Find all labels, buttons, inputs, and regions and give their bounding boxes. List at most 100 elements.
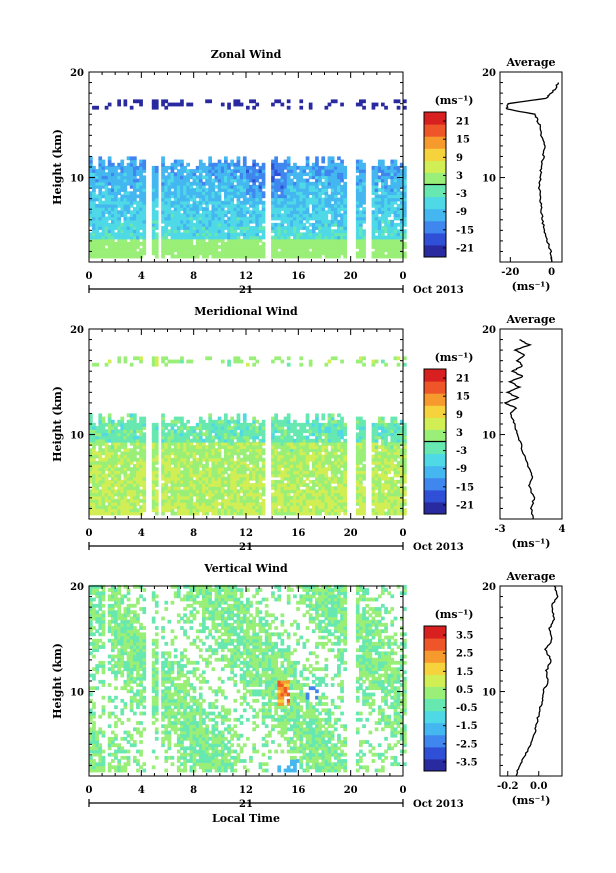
average-profile: Average 10 20 -3 4 (ms⁻¹) xyxy=(482,313,565,550)
x-tick-label: 8 xyxy=(190,528,197,539)
colorbar-segment xyxy=(424,429,446,442)
colorbar-tick-label: -0.5 xyxy=(456,703,478,714)
colorbar-segment xyxy=(424,232,446,246)
average-x-tick-label: 0 xyxy=(548,267,555,278)
colorbar-tick-label: 2.5 xyxy=(456,649,473,660)
average-title: Average xyxy=(505,56,555,69)
colorbar-tick-label: 9 xyxy=(456,410,463,421)
x-tick-label: 12 xyxy=(239,785,253,796)
colorbar-tick-label: 21 xyxy=(456,117,470,128)
heatmap-field xyxy=(89,99,407,259)
average-x-label: (ms⁻¹) xyxy=(512,794,551,807)
colorbar-segment xyxy=(424,501,446,515)
colorbar-segment xyxy=(424,136,446,149)
month-label: Oct 2013 xyxy=(413,285,464,296)
colorbar-segment xyxy=(424,196,446,210)
colorbar-segment xyxy=(424,698,446,712)
panel-vertical: Vertical Wind 0 4 8 12 16 20 0 21 Oct 2013 10 20 Hei… xyxy=(51,562,563,810)
average-y-tick-label: 20 xyxy=(482,325,496,336)
colorbar-tick-label: 3 xyxy=(456,428,463,439)
y-tick-label: 10 xyxy=(70,688,84,699)
colorbar: (ms⁻¹) 21 15 9 3 -3 -9 -15 -21 xyxy=(423,351,474,515)
colorbar-tick-label: -3 xyxy=(456,189,467,200)
colorbar-segment xyxy=(424,184,446,198)
average-line xyxy=(503,339,536,520)
average-line xyxy=(505,82,560,262)
colorbar-tick-label: -15 xyxy=(456,482,474,493)
x-tick-label: 12 xyxy=(239,528,253,539)
average-profile: Average 10 20 -20 0 (ms⁻¹) xyxy=(482,56,563,293)
colorbar-tick-label: -9 xyxy=(456,464,467,475)
average-frame xyxy=(499,585,563,777)
y-tick-label: 20 xyxy=(70,582,84,593)
colorbar-segment xyxy=(424,489,446,503)
colorbar-segment xyxy=(424,220,446,234)
y-axis-label: Height (km) xyxy=(51,643,64,719)
colorbar-unit: (ms⁻¹) xyxy=(435,608,474,621)
colorbar-segment xyxy=(424,441,446,455)
colorbar-segment xyxy=(424,160,446,173)
x-tick-label: 8 xyxy=(190,785,197,796)
x-tick-label: 0 xyxy=(86,785,93,796)
average-x-label: (ms⁻¹) xyxy=(512,280,551,293)
average-title: Average xyxy=(505,313,555,326)
colorbar-tick-label: -3.5 xyxy=(456,757,478,768)
x-tick-label: 20 xyxy=(344,271,358,282)
x-tick-label: 0 xyxy=(86,271,93,282)
average-x-tick-label: -3 xyxy=(494,524,505,535)
x-tick-label: 4 xyxy=(138,271,145,282)
colorbar-segment xyxy=(424,417,446,430)
day-label: 21 xyxy=(239,799,253,810)
panel-title: Zonal Wind xyxy=(211,48,282,61)
colorbar-segment xyxy=(424,674,446,687)
colorbar-segment xyxy=(424,465,446,479)
x-tick-label: 0 xyxy=(400,785,407,796)
y-tick-label: 10 xyxy=(70,174,84,185)
average-title: Average xyxy=(505,570,555,583)
x-tick-label: 4 xyxy=(138,528,145,539)
colorbar-tick-label: -9 xyxy=(456,207,467,218)
colorbar-segment xyxy=(424,662,446,675)
average-x-tick-label: -20 xyxy=(501,267,519,278)
average-line xyxy=(515,585,559,777)
colorbar-tick-label: -21 xyxy=(456,500,474,511)
x-tick-label: 8 xyxy=(190,271,197,282)
colorbar-segment xyxy=(424,734,446,748)
heatmap-field xyxy=(89,356,407,516)
colorbar-segment xyxy=(424,172,446,185)
colorbar-tick-label: 1.5 xyxy=(456,667,473,678)
x-tick-label: 16 xyxy=(291,271,305,282)
colorbar-tick-label: -1.5 xyxy=(456,721,478,732)
colorbar-tick-label: 15 xyxy=(456,392,470,403)
colorbar-segment xyxy=(424,124,446,137)
x-tick-label: 4 xyxy=(138,785,145,796)
average-x-tick-label: 0.0 xyxy=(530,781,547,792)
colorbar-segment xyxy=(424,381,446,394)
average-x-tick-label: -0.2 xyxy=(497,781,519,792)
colorbar-segment xyxy=(424,650,446,663)
colorbar-tick-label: 21 xyxy=(456,374,470,385)
colorbar-segment xyxy=(424,148,446,161)
average-x-label: (ms⁻¹) xyxy=(512,537,551,550)
colorbar-segment xyxy=(424,626,446,639)
y-axis-label: Height (km) xyxy=(51,386,64,462)
x-tick-label: 20 xyxy=(344,528,358,539)
colorbar-segment xyxy=(424,758,446,772)
colorbar-tick-label: 9 xyxy=(456,153,463,164)
panel-zonal: Zonal Wind 0 4 8 12 16 20 0 21 Oct 2013 10 20 Height… xyxy=(51,48,563,296)
colorbar-segment xyxy=(424,477,446,491)
average-profile: Average 10 20 -0.2 0.0 (ms⁻¹) xyxy=(482,570,563,807)
colorbar-frame xyxy=(423,625,447,772)
colorbar-unit: (ms⁻¹) xyxy=(435,94,474,107)
average-y-tick-label: 20 xyxy=(482,582,496,593)
colorbar-tick-label: -3 xyxy=(456,446,467,457)
x-axis-label: Local Time xyxy=(212,812,280,825)
y-tick-label: 20 xyxy=(70,325,84,336)
x-tick-label: 16 xyxy=(291,785,305,796)
colorbar-segment xyxy=(424,710,446,724)
colorbar-segment xyxy=(424,722,446,736)
colorbar-segment xyxy=(424,746,446,760)
colorbar-segment xyxy=(424,686,446,699)
average-y-tick-label: 10 xyxy=(482,174,496,185)
